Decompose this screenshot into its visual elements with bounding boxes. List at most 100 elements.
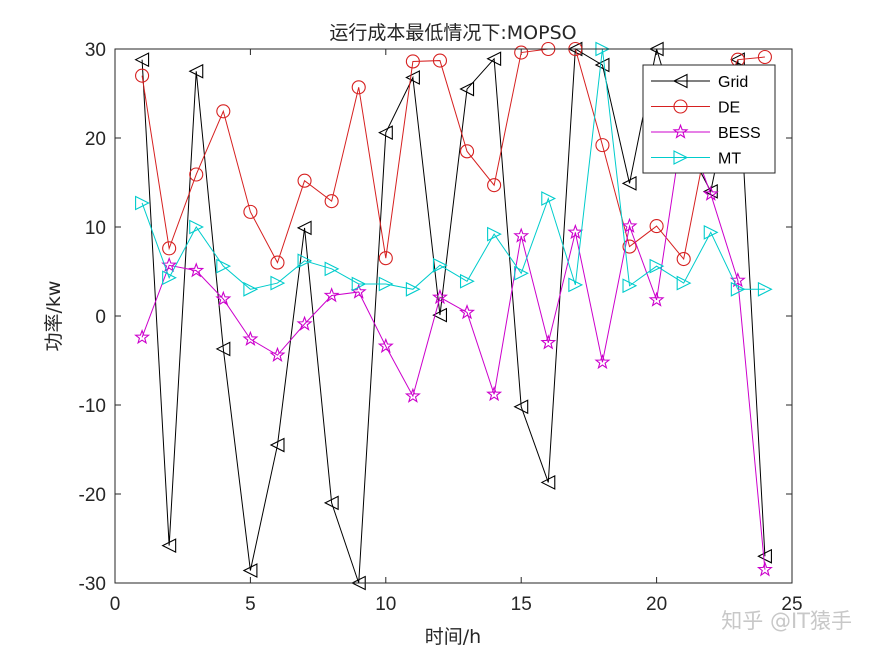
series-line-de xyxy=(141,48,765,264)
x-axis-label: 时间/h xyxy=(425,626,481,648)
data-point-bess xyxy=(513,227,530,243)
legend-marker-bess xyxy=(672,123,689,139)
data-point-mt xyxy=(270,275,286,291)
x-tick-label: 10 xyxy=(375,594,396,615)
data-point-de xyxy=(270,255,285,270)
data-point-mt xyxy=(757,281,773,297)
data-point-mt xyxy=(622,278,638,294)
data-point-grid xyxy=(540,475,556,490)
data-point-grid xyxy=(378,125,393,141)
data-point-de xyxy=(243,204,258,219)
plot-frame xyxy=(114,48,793,584)
data-point-bess xyxy=(594,353,611,370)
data-point-de xyxy=(378,251,393,266)
data-point-bess xyxy=(486,385,503,402)
data-point-grid xyxy=(594,57,610,73)
data-point-grid xyxy=(215,341,231,357)
data-point-mt xyxy=(297,253,313,269)
x-tick-label: 25 xyxy=(781,594,802,615)
data-point-de xyxy=(676,251,691,267)
data-point-mt xyxy=(703,224,719,240)
data-point-mt xyxy=(351,276,367,292)
data-point-grid xyxy=(161,538,177,554)
data-point-grid xyxy=(323,495,339,511)
data-point-bess xyxy=(459,304,476,320)
data-point-grid xyxy=(513,399,529,415)
series-line-grid xyxy=(141,48,766,584)
series-de xyxy=(135,41,772,270)
data-point-bess xyxy=(621,217,638,233)
data-point-mt xyxy=(378,276,394,292)
data-point-de xyxy=(162,241,177,256)
data-point-bess xyxy=(242,330,259,346)
y-tick-label: 0 xyxy=(95,307,106,328)
data-point-bess xyxy=(323,287,340,303)
data-point-de xyxy=(351,80,366,95)
data-point-bess xyxy=(431,288,448,305)
data-point-de xyxy=(135,68,150,83)
data-point-bess xyxy=(296,315,313,331)
data-point-grid xyxy=(188,63,204,79)
chart-title: 运行成本最低情况下:MOPSO xyxy=(329,22,576,44)
data-point-de xyxy=(459,144,475,159)
data-point-mt xyxy=(243,281,259,297)
y-tick-label: -20 xyxy=(79,485,106,506)
legend-marker-de xyxy=(673,99,688,114)
data-point-de xyxy=(487,178,502,193)
data-point-bess xyxy=(215,290,232,306)
data-point-mt xyxy=(324,261,340,277)
data-point-bess xyxy=(377,337,394,354)
data-point-grid xyxy=(269,437,285,453)
data-point-de xyxy=(189,167,204,182)
data-point-mt xyxy=(568,277,584,293)
data-point-mt xyxy=(432,257,448,273)
legend-label-grid: Grid xyxy=(718,74,748,91)
data-point-mt xyxy=(487,226,502,242)
x-tick-label: 5 xyxy=(245,594,256,615)
data-point-de xyxy=(595,138,610,153)
data-point-de xyxy=(757,49,772,65)
data-point-grid xyxy=(486,51,502,67)
y-tick-label: -30 xyxy=(79,574,106,595)
data-point-mt xyxy=(730,281,746,297)
data-point-bess xyxy=(188,262,205,278)
legend-marker-mt xyxy=(673,150,689,165)
data-point-de xyxy=(432,53,448,68)
legend-marker-grid xyxy=(672,73,688,89)
data-point-de xyxy=(297,173,312,188)
watermark: 知乎 @IT猿手 xyxy=(721,609,852,633)
legend-box xyxy=(642,64,776,174)
data-point-grid xyxy=(621,176,637,191)
legend: Grid DE BESS MT xyxy=(642,64,776,174)
data-point-mt xyxy=(676,275,692,291)
data-point-bess xyxy=(269,346,286,362)
y-tick-label: 20 xyxy=(85,129,106,150)
data-point-de xyxy=(324,194,339,209)
legend-label-de: DE xyxy=(718,100,740,117)
data-point-grid xyxy=(405,70,420,85)
data-point-bess xyxy=(567,223,584,240)
data-point-de xyxy=(622,239,637,254)
series-line-mt xyxy=(141,48,765,290)
data-point-de xyxy=(216,104,231,119)
data-point-bess xyxy=(756,561,773,577)
x-tick-label: 0 xyxy=(110,594,121,615)
data-point-de xyxy=(514,45,529,60)
data-point-de xyxy=(405,54,420,69)
data-point-grid xyxy=(242,563,258,578)
y-tick-label: 10 xyxy=(85,218,106,239)
data-point-grid xyxy=(459,81,475,97)
data-point-grid xyxy=(432,307,448,323)
y-axis-label: 功率/kw xyxy=(43,281,65,352)
data-point-de xyxy=(649,219,664,234)
x-tick-label: 15 xyxy=(511,594,532,615)
data-point-mt xyxy=(189,219,204,235)
data-point-mt xyxy=(649,258,665,274)
data-point-bess xyxy=(648,291,665,307)
data-point-bess xyxy=(702,185,719,201)
series-mt xyxy=(135,41,773,297)
y-tick-label: -10 xyxy=(79,396,106,417)
series-line-bess xyxy=(141,120,766,570)
data-point-grid xyxy=(296,220,312,236)
